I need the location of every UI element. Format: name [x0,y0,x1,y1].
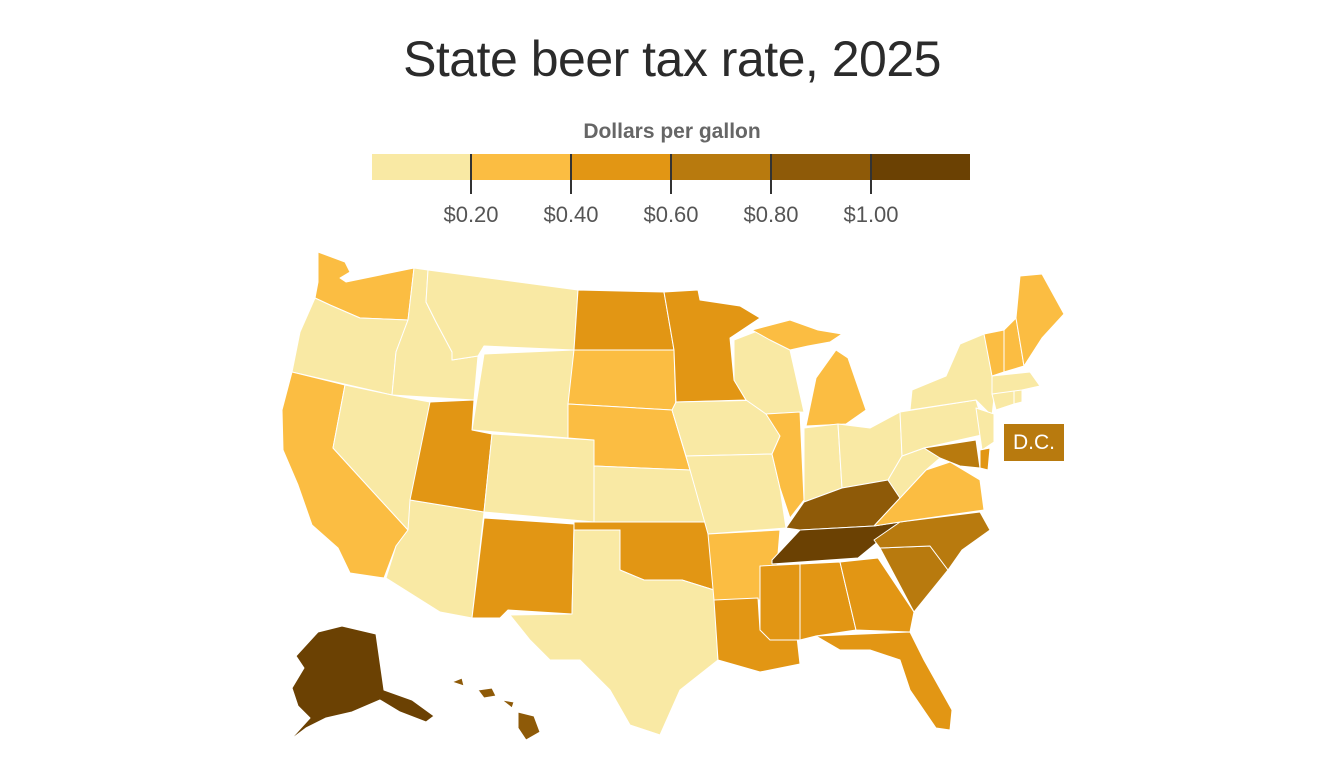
legend-swatch-4 [671,154,771,180]
state-tx[interactable] [509,529,719,736]
state-sd[interactable] [567,349,677,413]
legend-tick-label: $1.00 [843,202,899,227]
state-il[interactable] [765,411,805,519]
legend-tick-label: $0.40 [543,202,599,227]
state-nj[interactable] [975,407,995,451]
legend-swatch-3 [571,154,672,180]
state-az[interactable] [385,499,485,619]
legend-swatch-1 [372,154,472,180]
state-mt[interactable] [425,269,579,361]
state-fl[interactable] [815,631,953,731]
legend-swatch-2 [471,154,572,180]
state-wy[interactable] [471,349,575,439]
state-mi[interactable] [805,349,867,427]
state-ak[interactable] [289,625,435,741]
state-co[interactable] [483,433,595,523]
legend-tick [770,154,772,194]
legend-tick-label: $0.80 [743,202,799,227]
legend-tick [570,154,572,194]
legend-tick-label: $0.20 [443,202,499,227]
state-ny[interactable] [909,333,997,417]
state-ma[interactable] [991,371,1041,395]
state-md[interactable] [923,439,981,469]
state-de[interactable] [979,447,991,471]
legend-swatch-6 [870,154,971,180]
state-mi-upper[interactable] [751,319,843,351]
legend-tick [870,154,872,194]
legend-title: Dollars per gallon [583,120,761,143]
state-me[interactable] [1015,273,1065,367]
state-al[interactable] [799,561,857,641]
legend-tick [670,154,672,194]
state-la[interactable] [713,597,801,673]
legend-swatch-5 [770,154,871,180]
state-nm[interactable] [471,517,575,619]
state-hi[interactable] [451,677,541,741]
legend-tick [470,154,472,194]
dc-label: D.C. [1004,424,1064,461]
chart-title: State beer tax rate, 2025 [403,31,941,87]
state-ga[interactable] [839,557,915,633]
legend-tick-label: $0.60 [643,202,699,227]
state-mn[interactable] [663,289,761,403]
state-ms[interactable] [759,563,801,641]
color-legend [372,154,971,180]
state-ri[interactable] [1013,389,1023,405]
state-nd[interactable] [573,289,675,351]
